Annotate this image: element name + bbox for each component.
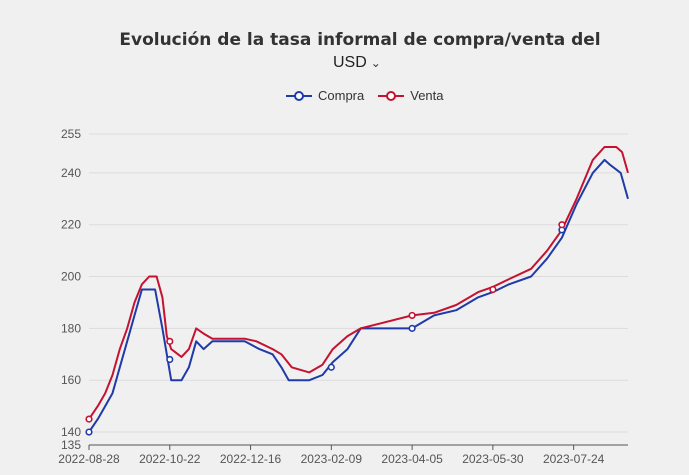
chart-legend: Compra Venta (286, 88, 444, 103)
legend-item-venta[interactable]: Venta (378, 88, 444, 103)
data-point-venta (408, 311, 416, 320)
series-line-compra (88, 158, 629, 433)
y-tick-label: 180 (61, 321, 81, 335)
x-tick-label: 2022-08-28 (58, 452, 120, 466)
data-point-compra (85, 428, 93, 436)
data-point-venta (85, 415, 93, 423)
x-tick-label: 2023-02-09 (301, 452, 363, 466)
y-tick-label: 135 (61, 438, 81, 452)
legend-compra-label: Compra (318, 88, 365, 103)
y-tick-label: 240 (61, 166, 81, 180)
x-tick-label: 2023-07-24 (543, 452, 605, 466)
y-tick-label: 140 (61, 425, 81, 439)
x-tick-label: 2023-04-05 (381, 452, 443, 466)
y-tick-label: 160 (61, 373, 81, 387)
y-tick-label: 255 (61, 127, 81, 141)
data-point-compra (166, 355, 174, 364)
chart-title: Evolución de la tasa informal de compra/… (119, 30, 601, 50)
series-line-venta (88, 146, 629, 420)
x-tick-label: 2023-05-30 (462, 452, 524, 466)
currency-label: USD (333, 54, 367, 71)
data-point-compra (327, 363, 335, 371)
legend-compra-swatch (286, 90, 312, 101)
y-tick-label: 200 (61, 270, 81, 284)
y-tick-label: 220 (61, 218, 81, 232)
currency-selector[interactable]: USD ⌄ (333, 54, 381, 72)
data-point-venta (558, 221, 566, 229)
chevron-down-icon: ⌄ (370, 56, 381, 70)
legend-venta-swatch (378, 90, 405, 101)
x-tick-label: 2022-10-22 (139, 452, 201, 466)
data-point-venta (166, 337, 174, 345)
data-point-compra (408, 324, 416, 332)
legend-venta-label: Venta (410, 88, 444, 103)
data-point-venta (489, 285, 497, 294)
legend-item-compra[interactable]: Compra (286, 88, 364, 103)
x-tick-label: 2022-12-16 (220, 452, 282, 466)
